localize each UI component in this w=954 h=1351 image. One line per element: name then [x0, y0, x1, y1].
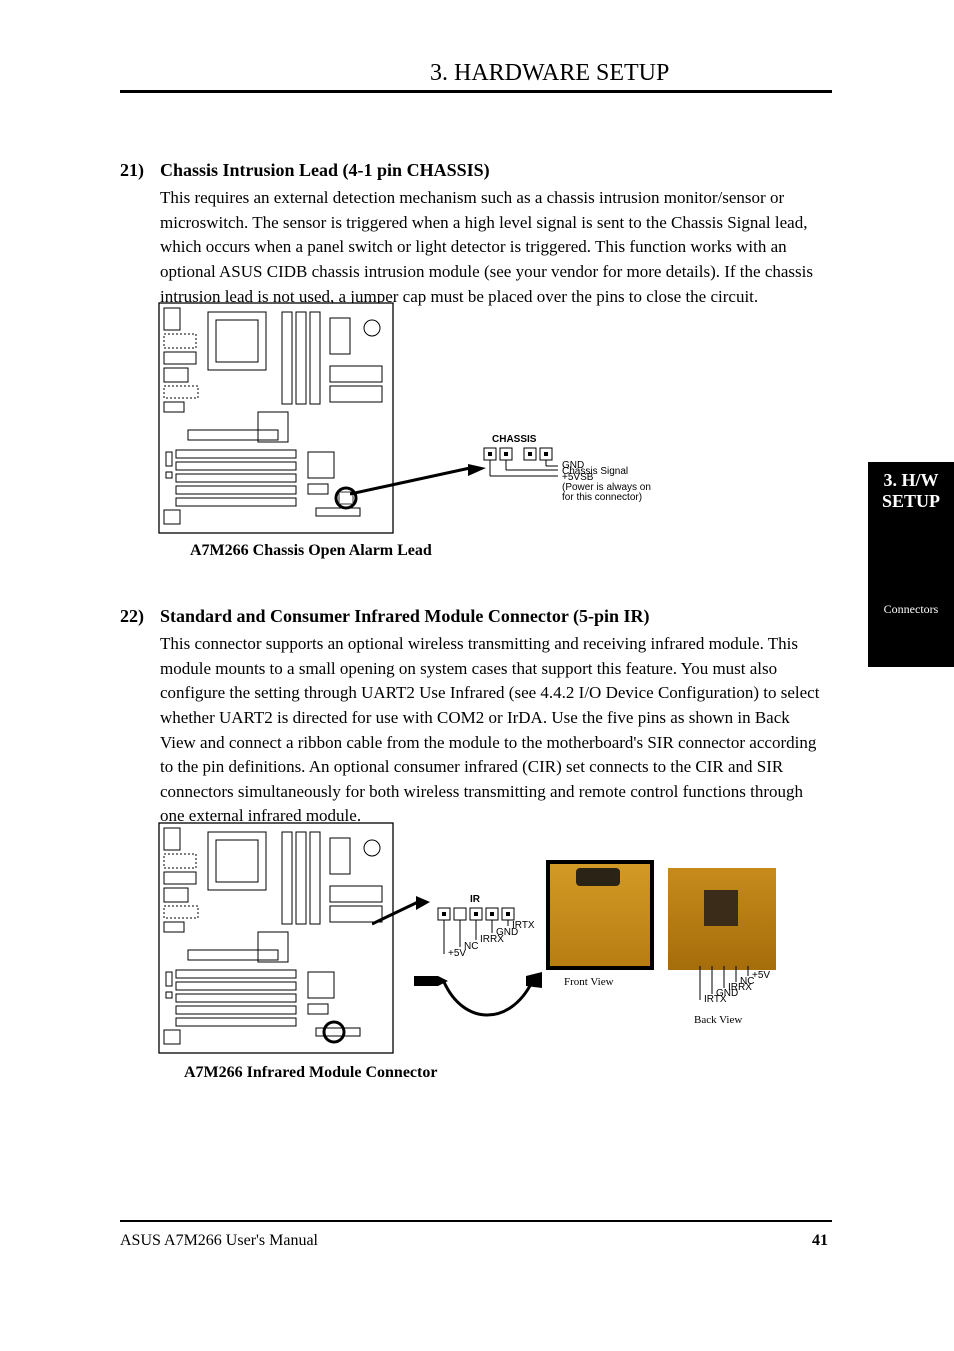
sec22-number: 22): [120, 606, 144, 627]
sec21-number: 21): [120, 160, 144, 181]
ir-pin-nc: NC: [464, 941, 478, 952]
sec21-title: Chassis Intrusion Lead (4-1 pin CHASSIS): [160, 160, 490, 181]
ir-module-front-caption: Front View: [564, 976, 614, 988]
page-number: 41: [812, 1232, 828, 1250]
ir-pin-irrx: IRRX: [480, 934, 504, 945]
ir-module-back-caption: Back View: [694, 1014, 742, 1026]
ir-pin-5v: +5V: [448, 948, 466, 959]
footer-text: ASUS A7M266 User's Manual: [120, 1232, 318, 1250]
page: 3. HARDWARE SETUP 3. H/W SETUP Connector…: [0, 0, 954, 1351]
sec21-body: This requires an external detection mech…: [160, 186, 820, 309]
sidetab-title: 3. H/W SETUP: [868, 470, 954, 512]
sidetab-line1: Connectors: [868, 602, 954, 617]
motherboard-diagram-2: [158, 822, 394, 1054]
sec22-title: Standard and Consumer Infrared Module Co…: [160, 606, 650, 627]
pin-name-ir: IR: [470, 894, 481, 905]
fig2-caption: A7M266 Infrared Module Connector: [184, 1064, 437, 1082]
pin-name-chassis: CHASSIS: [492, 434, 537, 445]
ir-module-front: [546, 860, 654, 970]
ir-module-back-pins: +5V NC IRRX GND IRTX: [676, 966, 786, 1016]
pinblock-chassis: CHASSIS GND Chassis Signal: [480, 432, 710, 502]
irback-p5: +5V: [752, 970, 770, 981]
pin-note-2: for this connector): [562, 492, 642, 502]
cable-icon: [414, 970, 550, 1030]
header-rule: [120, 90, 832, 93]
page-title: 3. HARDWARE SETUP: [430, 60, 669, 87]
footer-rule: [120, 1220, 832, 1222]
fig1-caption: A7M266 Chassis Open Alarm Lead: [190, 542, 432, 560]
sec22-body: This connector supports an optional wire…: [160, 632, 820, 829]
motherboard-diagram-1: [158, 302, 394, 534]
ir-module-back: [668, 868, 776, 970]
side-tab: 3. H/W SETUP Connectors: [868, 462, 954, 667]
irback-p1: IRTX: [704, 994, 727, 1005]
